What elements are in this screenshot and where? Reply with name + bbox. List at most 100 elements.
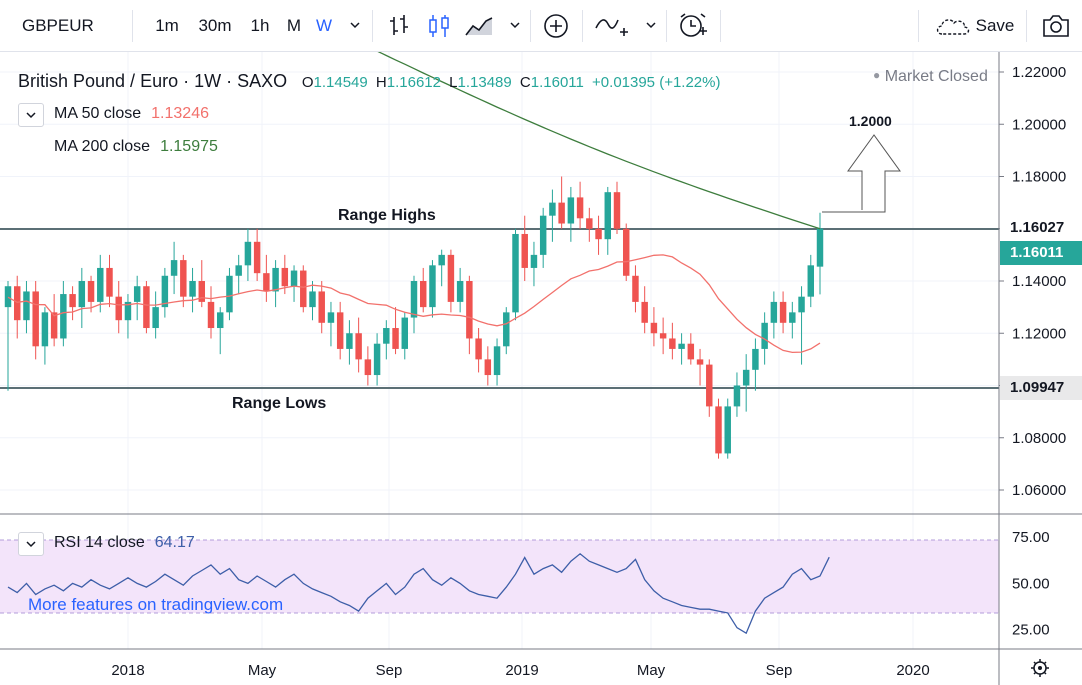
save-button[interactable]: Save <box>975 16 1015 35</box>
candle-body <box>124 301 132 321</box>
price-chart[interactable]: 1.220001.200001.180001.160001.140001.120… <box>0 52 1082 685</box>
price-tick-label: 1.14000 <box>1012 273 1066 290</box>
time-tick-label: 2018 <box>111 662 144 679</box>
range-highs-label: Range Highs <box>338 207 436 224</box>
price-tick-label: 1.22000 <box>1012 64 1066 81</box>
candle-body <box>133 286 141 302</box>
ma200-legend[interactable]: MA 200 close 1.15975 <box>54 138 218 155</box>
candle-body <box>761 322 768 349</box>
candle-body <box>189 281 196 297</box>
candle-body <box>475 338 482 360</box>
alert-icon[interactable] <box>677 11 707 46</box>
interval-30m-button[interactable]: 30m <box>198 16 232 35</box>
toolbar-divider <box>530 10 531 42</box>
candle-body <box>170 260 178 276</box>
last-price-tag: 1.16011 <box>1000 241 1082 265</box>
candle-body <box>161 275 169 308</box>
add-compare-icon[interactable] <box>542 12 570 45</box>
legend-collapse-button[interactable] <box>18 103 44 127</box>
candle-body <box>586 218 593 229</box>
toolbar-divider <box>666 10 667 42</box>
candle-body <box>392 328 399 349</box>
candle-body <box>115 296 122 321</box>
rsi-legend[interactable]: RSI 14 close 64.17 <box>54 534 195 551</box>
candle-body <box>198 281 206 302</box>
settings-gear-icon[interactable] <box>1031 659 1049 677</box>
toolbar-divider <box>1026 10 1027 42</box>
candle-body <box>503 312 510 347</box>
candle-body <box>659 333 667 339</box>
candle-body <box>742 369 750 386</box>
candle-body <box>706 364 713 407</box>
interval-1h-button[interactable]: 1h <box>250 16 270 35</box>
ma50-line <box>7 254 821 354</box>
chevron-down-icon[interactable] <box>508 18 522 37</box>
promo-link[interactable]: More features on tradingview.com <box>28 595 284 614</box>
time-tick-label: Sep <box>376 662 403 679</box>
candle-body <box>512 233 519 313</box>
candle-body <box>69 294 76 308</box>
range-high-price-tag: 1.16027 <box>1000 216 1082 240</box>
bar-style-icon[interactable] <box>386 13 412 44</box>
candle-body <box>650 322 658 334</box>
candle-body <box>632 275 639 302</box>
interval-week-button[interactable]: W <box>315 16 333 35</box>
target-label: 1.2000 <box>849 113 892 129</box>
candle-body <box>567 197 575 224</box>
cloud-save-icon[interactable] <box>934 14 974 43</box>
rsi-collapse-button[interactable] <box>18 532 44 556</box>
candle-body <box>180 260 187 297</box>
camera-icon[interactable] <box>1041 13 1071 44</box>
candle-body <box>789 312 796 323</box>
chevron-up-icon <box>26 112 36 119</box>
chevron-down-icon[interactable] <box>644 18 658 37</box>
candle-body <box>549 202 556 216</box>
candle-body <box>752 348 759 370</box>
candle-body <box>97 267 104 302</box>
candle-body <box>641 301 648 323</box>
time-tick-label: May <box>637 662 666 679</box>
ma50-legend[interactable]: MA 50 close 1.13246 <box>54 105 209 122</box>
target-arrow <box>822 134 901 213</box>
candle-body <box>106 267 113 297</box>
rsi-tick-label: 75.00 <box>1012 529 1050 546</box>
candle-body <box>678 343 685 349</box>
candle-style-icon[interactable] <box>426 13 452 44</box>
candle-body <box>807 265 815 297</box>
ohlc-readout: O1.14549 H1.16612 L1.13489 C1.16011 +0.0… <box>301 74 721 91</box>
toolbar-divider <box>720 10 721 42</box>
symbol-search-button[interactable]: GBPEUR <box>22 16 94 35</box>
range-lows-label: Range Lows <box>232 395 327 412</box>
indicators-icon[interactable] <box>594 12 630 45</box>
candle-body <box>336 312 344 349</box>
candle-body <box>50 312 58 339</box>
interval-month-button[interactable]: M <box>286 16 302 35</box>
candle-body <box>576 197 584 219</box>
candle-body <box>687 343 695 360</box>
toolbar-divider <box>582 10 583 42</box>
candle-body <box>733 385 741 407</box>
candle-body <box>152 307 159 329</box>
rsi-band <box>0 540 999 613</box>
candle-body <box>143 286 150 329</box>
time-tick-label: Sep <box>766 662 793 679</box>
candle-body <box>521 233 528 268</box>
candle-body <box>558 202 565 224</box>
price-tick-label: 1.18000 <box>1012 169 1066 186</box>
candle-body <box>87 281 95 302</box>
toolbar-divider <box>372 10 373 42</box>
interval-1m-button[interactable]: 1m <box>155 16 179 35</box>
candle-body <box>41 312 49 347</box>
area-style-icon[interactable] <box>464 13 494 44</box>
toolbar-divider <box>132 10 133 42</box>
chevron-down-icon <box>26 541 36 548</box>
candle-body <box>770 301 778 323</box>
candle-body <box>401 317 409 349</box>
status-dot-icon: ● <box>873 68 881 82</box>
market-status: ● Market Closed <box>873 68 988 85</box>
time-tick-label: 2020 <box>896 662 929 679</box>
chevron-down-icon[interactable] <box>348 18 362 37</box>
candle-body <box>263 273 270 292</box>
candle-body <box>595 228 602 240</box>
candle-body <box>429 265 436 308</box>
